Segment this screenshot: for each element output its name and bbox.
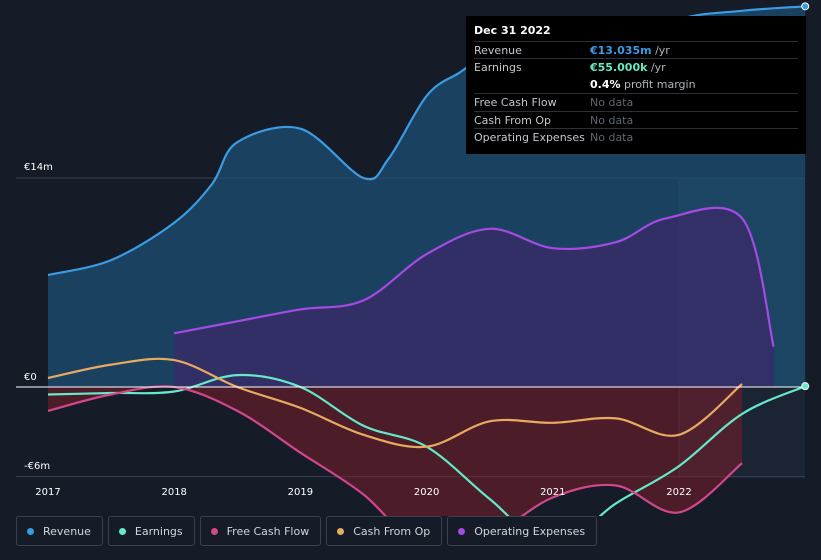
operating-expenses-line (173, 206, 775, 347)
y-tick-label-min: -€6m (24, 461, 50, 472)
x-tick-label: 2021 (540, 487, 565, 498)
legend-label: Cash From Op (353, 524, 431, 538)
tooltip-row-opex: Operating Expenses No data (474, 127, 798, 145)
legend-label: Earnings (134, 524, 183, 538)
tooltip-row-fcf: Free Cash Flow No data (474, 93, 798, 110)
legend-label: Revenue (43, 524, 91, 538)
x-tick-label: 2020 (414, 487, 439, 498)
fcf-dot-icon (210, 527, 218, 535)
legend-item-operating-expenses[interactable]: Operating Expenses (447, 516, 598, 546)
legend-item-earnings[interactable]: Earnings (107, 516, 195, 546)
end-markers (801, 2, 810, 391)
tooltip-date: Dec 31 2022 (474, 24, 551, 37)
fcf-value: No data (590, 96, 634, 110)
earnings-end-marker (801, 382, 810, 391)
y-tick-label-zero: €0 (24, 372, 37, 383)
tooltip-label: Earnings (474, 61, 522, 75)
axis-labels: €14m €0 -€6m 2017 2018 2019 2020 2021 2022 (24, 162, 692, 498)
earnings-value: €55.000k (590, 61, 648, 75)
tooltip-value: €55.000k /yr (590, 59, 798, 75)
revenue-end-marker (801, 2, 810, 11)
x-tick-label: 2022 (666, 487, 691, 498)
legend: Revenue Earnings Free Cash Flow Cash Fro… (16, 516, 602, 546)
tooltip-label: Operating Expenses (474, 130, 585, 144)
tooltip-label: Revenue (474, 44, 522, 57)
opex-value: No data (590, 130, 634, 144)
tooltip-row-cfo: Cash From Op No data (474, 110, 798, 128)
x-tick-label: 2018 (161, 487, 186, 498)
tooltip-panel: Dec 31 2022 Revenue €13.035m /yr Earning… (466, 16, 806, 154)
tooltip-row-earnings: Earnings €55.000k /yr (474, 58, 798, 75)
earnings-suffix: /yr (647, 61, 666, 75)
margin-value: 0.4% (590, 77, 621, 91)
y-tick-label-max: €14m (24, 162, 53, 173)
revenue-dot-icon (27, 527, 34, 535)
tooltip-label: Cash From Op (474, 113, 552, 127)
tooltip-label (474, 76, 590, 93)
earnings-dot-icon (118, 527, 126, 535)
x-tick-label: 2017 (35, 487, 60, 498)
x-tick-label: 2019 (288, 487, 313, 498)
revenue-suffix: /yr (651, 44, 670, 57)
tooltip-value: €13.035m /yr (590, 42, 798, 58)
tooltip-row-revenue: Revenue €13.035m /yr (474, 41, 798, 58)
opex-dot-icon (458, 527, 466, 535)
free-cash-flow-area (48, 386, 743, 516)
tooltip-label: Free Cash Flow (474, 96, 557, 110)
tooltip-row-margin: 0.4% profit margin (474, 76, 798, 93)
tooltip-value: 0.4% profit margin (590, 76, 798, 93)
margin-suffix: profit margin (620, 77, 696, 91)
cfo-value: No data (590, 113, 634, 127)
cfo-dot-icon (337, 527, 345, 535)
legend-item-revenue[interactable]: Revenue (16, 516, 103, 546)
legend-label: Operating Expenses (474, 524, 586, 538)
revenue-value: €13.035m (590, 44, 652, 57)
series-lines (16, 5, 806, 516)
legend-item-cash-from-op[interactable]: Cash From Op (326, 516, 443, 546)
operating-expenses-area (174, 207, 774, 387)
legend-item-free-cash-flow[interactable]: Free Cash Flow (199, 516, 322, 546)
cash-from-op-line (47, 357, 743, 449)
legend-label: Free Cash Flow (226, 524, 310, 538)
